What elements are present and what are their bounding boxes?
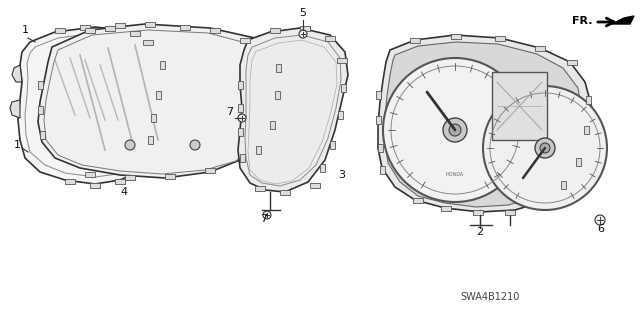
Bar bbox=[337, 57, 347, 63]
Bar bbox=[413, 197, 423, 203]
Bar bbox=[156, 91, 161, 99]
Bar bbox=[337, 111, 342, 119]
Circle shape bbox=[263, 211, 271, 219]
Circle shape bbox=[299, 30, 307, 38]
Bar bbox=[325, 35, 335, 41]
Bar bbox=[270, 27, 280, 33]
Bar bbox=[130, 31, 140, 35]
Bar bbox=[441, 205, 451, 211]
Bar bbox=[85, 27, 95, 33]
Polygon shape bbox=[612, 16, 634, 24]
Bar bbox=[38, 106, 42, 114]
Bar bbox=[330, 141, 335, 149]
Circle shape bbox=[535, 138, 555, 158]
Bar bbox=[239, 154, 244, 162]
Bar bbox=[237, 104, 243, 112]
Bar bbox=[147, 136, 152, 144]
Bar bbox=[165, 174, 175, 179]
Text: 7: 7 bbox=[260, 214, 267, 224]
Bar bbox=[280, 189, 290, 195]
Bar bbox=[85, 172, 95, 176]
Bar bbox=[275, 91, 280, 99]
Polygon shape bbox=[238, 28, 348, 192]
Bar bbox=[240, 38, 250, 42]
Text: 2: 2 bbox=[476, 227, 483, 237]
Circle shape bbox=[443, 118, 467, 142]
Bar bbox=[237, 81, 243, 89]
Bar bbox=[586, 96, 591, 104]
Text: 1: 1 bbox=[22, 25, 29, 35]
Bar bbox=[115, 23, 125, 27]
Circle shape bbox=[238, 114, 246, 122]
Bar bbox=[376, 116, 381, 124]
Polygon shape bbox=[12, 65, 22, 82]
Polygon shape bbox=[10, 100, 20, 118]
Bar bbox=[380, 166, 385, 174]
Bar bbox=[376, 91, 381, 99]
Circle shape bbox=[540, 143, 550, 153]
Bar bbox=[255, 146, 260, 154]
Bar bbox=[115, 179, 125, 183]
Bar bbox=[275, 64, 280, 72]
Circle shape bbox=[190, 140, 200, 150]
Bar bbox=[210, 27, 220, 33]
Polygon shape bbox=[38, 24, 282, 178]
Bar bbox=[90, 182, 100, 188]
Circle shape bbox=[125, 140, 135, 150]
Bar bbox=[159, 61, 164, 69]
Bar bbox=[205, 167, 215, 173]
Bar bbox=[340, 84, 346, 92]
Bar bbox=[125, 174, 135, 180]
Bar bbox=[150, 114, 156, 122]
Bar bbox=[575, 158, 580, 166]
Bar bbox=[255, 186, 265, 190]
Bar bbox=[378, 144, 383, 152]
Bar bbox=[410, 38, 420, 42]
Bar bbox=[319, 164, 324, 172]
Bar bbox=[535, 46, 545, 50]
Bar bbox=[492, 72, 547, 140]
Text: 5: 5 bbox=[299, 8, 306, 18]
Text: HONDA: HONDA bbox=[446, 173, 464, 177]
Bar bbox=[55, 27, 65, 33]
Text: 7: 7 bbox=[226, 107, 233, 117]
Bar bbox=[584, 126, 589, 134]
Bar bbox=[105, 26, 115, 31]
Bar bbox=[65, 179, 75, 183]
Polygon shape bbox=[385, 42, 582, 207]
Bar bbox=[561, 181, 566, 189]
Bar bbox=[451, 33, 461, 39]
Bar bbox=[80, 25, 90, 29]
Circle shape bbox=[483, 86, 607, 210]
Text: 1: 1 bbox=[14, 140, 21, 150]
Circle shape bbox=[449, 124, 461, 136]
Bar bbox=[143, 40, 153, 44]
Bar bbox=[505, 210, 515, 214]
Text: 6: 6 bbox=[597, 224, 604, 234]
Polygon shape bbox=[378, 35, 592, 212]
Bar bbox=[269, 121, 275, 129]
Bar bbox=[237, 128, 243, 136]
Bar bbox=[310, 182, 320, 188]
Text: 4: 4 bbox=[120, 187, 127, 197]
Bar bbox=[180, 25, 190, 29]
Bar bbox=[300, 26, 310, 31]
Text: SWA4B1210: SWA4B1210 bbox=[460, 292, 520, 302]
Text: 3: 3 bbox=[338, 170, 345, 180]
Bar bbox=[38, 81, 42, 89]
Bar bbox=[473, 210, 483, 214]
Polygon shape bbox=[18, 27, 165, 184]
Bar bbox=[495, 35, 505, 41]
Text: FR.: FR. bbox=[572, 16, 593, 26]
Circle shape bbox=[595, 215, 605, 225]
Bar bbox=[567, 60, 577, 64]
Bar bbox=[40, 131, 45, 139]
Circle shape bbox=[383, 58, 527, 202]
Bar bbox=[145, 21, 155, 26]
